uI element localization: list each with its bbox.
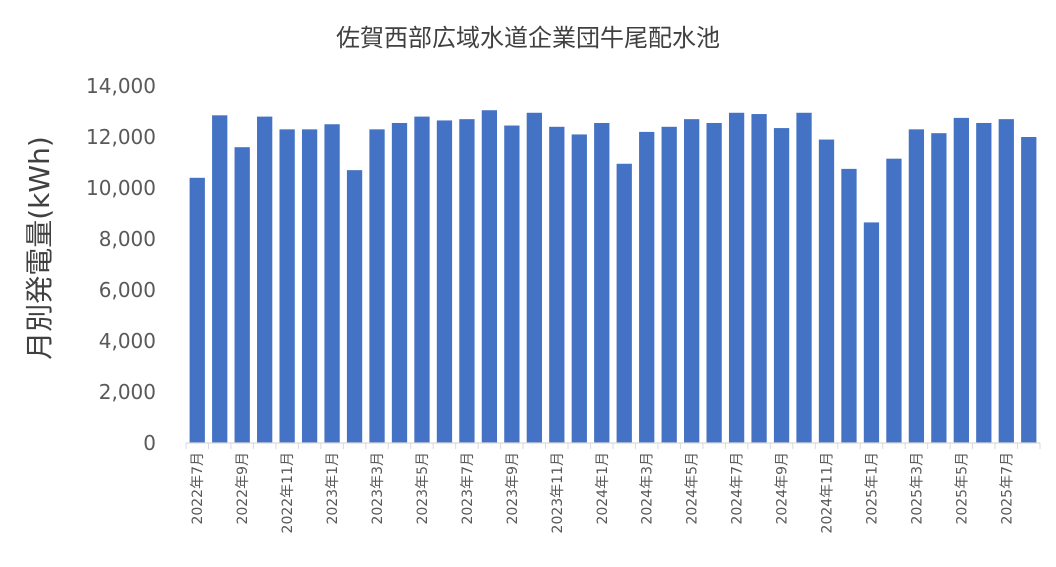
x-tick-label: 2024年11月 <box>820 452 836 533</box>
bar <box>998 119 1014 444</box>
y-tick-label: 8,000 <box>99 227 156 251</box>
y-tick-label: 12,000 <box>86 125 156 149</box>
x-tick-label: 2024年5月 <box>685 452 701 525</box>
bar <box>728 112 745 444</box>
y-tick-label: 0 <box>143 431 156 455</box>
bar <box>818 139 835 444</box>
bar <box>436 120 453 444</box>
y-tick-label: 10,000 <box>86 176 156 200</box>
x-tick-label: 2024年9月 <box>775 452 791 525</box>
x-tick-label: 2022年11月 <box>280 452 296 533</box>
bar <box>886 158 902 443</box>
bar <box>953 117 969 444</box>
x-tick-label: 2025年3月 <box>909 452 925 525</box>
x-tick-label: 2023年11月 <box>550 452 566 533</box>
bar <box>346 170 363 443</box>
bar <box>751 114 767 444</box>
bar <box>549 126 565 444</box>
y-axis-ticks: 0 2,000 4,000 6,000 8,000 10,000 12,000 14,000 <box>86 74 156 455</box>
bar <box>616 163 632 443</box>
bar <box>1021 137 1037 443</box>
bar <box>391 122 408 443</box>
bar <box>234 147 250 443</box>
bar <box>257 116 273 443</box>
bar <box>212 115 228 443</box>
bar <box>189 177 205 444</box>
x-tick-label: 2025年7月 <box>999 452 1015 525</box>
y-tick-label: 14,000 <box>86 74 156 98</box>
x-tick-label: 2023年7月 <box>460 452 476 525</box>
x-tick-label: 2023年5月 <box>415 452 431 525</box>
bar <box>976 122 992 443</box>
bar <box>414 116 430 443</box>
x-tick-label: 2023年9月 <box>505 452 521 525</box>
x-tick-label: 2024年7月 <box>730 452 746 525</box>
bar <box>773 128 790 443</box>
bar <box>796 112 812 444</box>
bar <box>459 119 475 444</box>
x-tick-label: 2025年1月 <box>864 452 880 525</box>
x-tick-label: 2023年1月 <box>325 452 341 525</box>
chart-title: 佐賀西部広域水道企業団牛尾配水池 <box>336 24 720 52</box>
x-axis-ticks: 2022年7月 2022年9月 2022年11月 2023年1月 2023年3月 2023… <box>190 452 1015 533</box>
x-tick-label: 2024年1月 <box>595 452 611 525</box>
bar <box>639 131 655 443</box>
bar <box>594 122 610 443</box>
bar <box>504 125 520 443</box>
bar <box>571 134 587 443</box>
bar <box>369 129 385 443</box>
bar <box>841 168 857 444</box>
x-tick-label: 2025年5月 <box>954 452 970 525</box>
x-tick-label: 2024年3月 <box>640 452 656 525</box>
x-axis <box>185 442 1041 449</box>
bar <box>684 119 700 444</box>
bar <box>661 126 677 444</box>
bar <box>706 122 722 443</box>
bar <box>863 222 880 443</box>
x-tick-label: 2022年9月 <box>235 452 251 525</box>
bar <box>301 129 318 443</box>
bar <box>279 129 295 443</box>
bar <box>931 133 947 443</box>
x-tick-label: 2022年7月 <box>190 452 206 525</box>
bars <box>189 110 1037 444</box>
bar <box>908 129 925 443</box>
bar <box>526 112 542 444</box>
bar <box>324 124 340 443</box>
x-tick-label: 2023年3月 <box>370 452 386 525</box>
y-tick-label: 6,000 <box>99 278 156 302</box>
bar <box>481 110 498 443</box>
y-tick-label: 4,000 <box>99 329 156 353</box>
y-tick-label: 2,000 <box>99 380 156 404</box>
